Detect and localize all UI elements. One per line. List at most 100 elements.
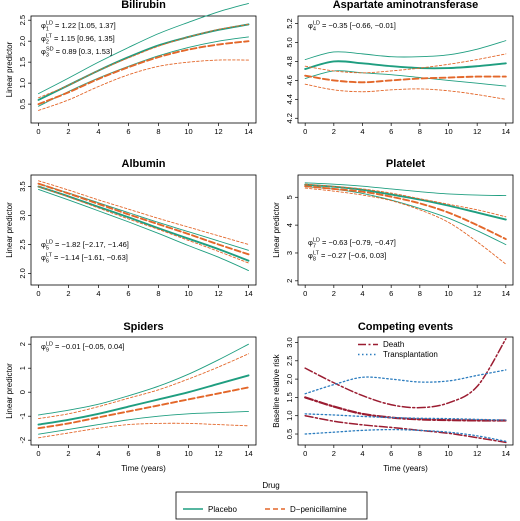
x-tick-label: 12 (214, 289, 222, 298)
x-tick-label: 14 (502, 127, 510, 136)
parameter-annotation: φ9LD = −0.01 [−0.05, 0.04] (41, 342, 125, 354)
series-line-placebo (37, 185, 250, 262)
y-axis-label: Linear predictor (5, 41, 14, 97)
x-tick-label: 8 (418, 127, 422, 136)
y-axis-label: Linear predictor (5, 363, 14, 419)
series-line-penicillamine (37, 386, 250, 430)
x-tick-label: 12 (214, 127, 222, 136)
x-tick-label: 4 (360, 289, 364, 298)
series-line-transplant (304, 413, 507, 421)
plot-frame (297, 174, 514, 286)
x-tick-label: 4 (360, 127, 364, 136)
y-tick-label: 1.0 (18, 78, 27, 88)
y-tick-label: 5 (285, 195, 294, 199)
plot-frame (297, 336, 514, 446)
x-tick-label: 2 (332, 127, 336, 136)
series-line-penicillamine (38, 59, 249, 111)
series-line-penicillamine (304, 53, 507, 74)
y-tick-label: 1 (18, 366, 27, 370)
plot-frame (30, 336, 257, 446)
x-tick-label: 0 (303, 127, 307, 136)
series-line-placebo (38, 189, 249, 271)
x-tick-label: 8 (156, 289, 160, 298)
series-line-penicillamine (38, 422, 249, 439)
y-axis-label: Linear predictor (272, 202, 281, 258)
y-tick-label: 1.5 (285, 392, 294, 402)
y-tick-label: 0.5 (285, 429, 294, 439)
parameter-annotation: φ2LT = 1.15 [0.96, 1.35] (41, 34, 115, 46)
x-tick-label: 0 (303, 449, 307, 458)
plot-frame (30, 15, 257, 124)
plot-frame (297, 15, 514, 124)
series-line-penicillamine (304, 183, 507, 218)
x-tick-label: 14 (502, 289, 510, 298)
x-tick-label: 10 (184, 289, 192, 298)
series-line-penicillamine (38, 353, 249, 420)
x-tick-label: 4 (360, 449, 364, 458)
plot-frame (30, 174, 257, 286)
series-line-placebo (38, 410, 249, 435)
parameter-annotation: φ3SD = 0.89 [0.3, 1.53] (41, 47, 112, 59)
x-tick-label: 12 (214, 449, 222, 458)
x-tick-label: 4 (96, 127, 100, 136)
panel-title: Albumin (122, 158, 166, 170)
y-tick-label: 2.5 (18, 239, 27, 249)
series-line-penicillamine (304, 185, 507, 240)
y-tick-label: 2.5 (18, 15, 27, 25)
legend-label-death: Death (383, 340, 404, 349)
series-line-penicillamine (37, 40, 250, 106)
y-tick-label: 1.0 (285, 410, 294, 420)
series-line-placebo (38, 2, 249, 95)
x-tick-label: 4 (96, 449, 100, 458)
y-tick-label: 3.5 (18, 181, 27, 191)
parameter-annotation: φ7LD = −0.63 [−0.79, −0.47] (308, 238, 396, 250)
x-tick-label: 12 (473, 449, 481, 458)
x-tick-label: 6 (389, 289, 393, 298)
x-tick-label: 6 (389, 449, 393, 458)
legend-box (175, 491, 368, 520)
x-tick-label: 4 (96, 289, 100, 298)
y-tick-label: 5.0 (285, 37, 294, 47)
x-tick-label: 0 (36, 449, 40, 458)
series-line-transplant (304, 428, 507, 442)
panel-platelet: Platelet 0 2 4 6 8 10 12 14 2 3 4 5 Linear predictor φ… (272, 158, 514, 298)
parameter-annotation: φ6LT = −1.14 [−1.61, −0.63] (41, 253, 128, 265)
x-tick-label: 12 (473, 289, 481, 298)
y-tick-label: 4 (285, 223, 294, 227)
series-line-penicillamine (37, 182, 250, 256)
x-axis-label: Time (years) (121, 464, 166, 473)
y-tick-label: 3 (285, 251, 294, 255)
series-line-penicillamine (304, 187, 507, 265)
x-tick-label: 14 (502, 449, 510, 458)
legend-title: Drug (262, 481, 279, 490)
x-tick-label: 8 (418, 289, 422, 298)
x-tick-label: 8 (156, 449, 160, 458)
y-tick-label: 2 (18, 342, 27, 346)
x-tick-label: 0 (36, 127, 40, 136)
panel-title: Competing events (358, 321, 453, 333)
x-tick-label: 6 (126, 127, 130, 136)
x-tick-label: 10 (444, 289, 452, 298)
y-tick-label: 2 (285, 279, 294, 283)
legend-label-penicillamine: D−penicillamine (290, 505, 347, 514)
panel-albumin: Albumin 0 2 4 6 8 10 12 14 2.0 2.5 3.0 3.5 Linear pre… (5, 158, 257, 298)
x-tick-label: 0 (36, 289, 40, 298)
panel-aspartate-aminotransferase: Aspartate aminotransferase 0 2 4 6 8 10 12 14 4.2… (285, 0, 514, 136)
series-line-penicillamine (304, 83, 507, 100)
x-tick-label: 10 (444, 449, 452, 458)
y-tick-label: 4.2 (285, 113, 294, 123)
y-tick-label: 5.2 (285, 18, 294, 28)
x-tick-label: 6 (389, 127, 393, 136)
x-tick-label: 6 (126, 289, 130, 298)
y-tick-label: 2.0 (18, 268, 27, 278)
panel-title: Platelet (386, 158, 425, 170)
y-axis-label: Linear predictor (5, 202, 14, 258)
x-tick-label: 8 (418, 449, 422, 458)
x-tick-label: 8 (156, 127, 160, 136)
y-tick-label: 0 (18, 390, 27, 394)
legend-label-transplant: Transplantation (383, 350, 438, 359)
panel-bilirubin: Bilirubin 0 2 4 6 8 10 12 14 0.5 1.0 1.5 2.0 2.5 Linea… (5, 0, 257, 136)
x-axis-label: Time (years) (383, 464, 428, 473)
panel-title: Spiders (123, 321, 163, 333)
